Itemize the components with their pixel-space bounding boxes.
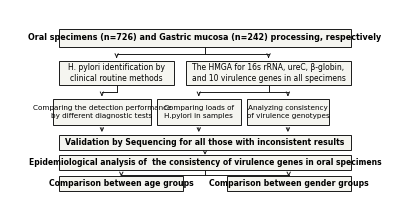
Text: H. pylori identification by
clinical routine methods: H. pylori identification by clinical rou… [68, 63, 165, 83]
FancyBboxPatch shape [59, 176, 183, 191]
FancyBboxPatch shape [59, 61, 174, 85]
Text: Comparison between age groups: Comparison between age groups [49, 179, 194, 188]
FancyBboxPatch shape [157, 99, 241, 125]
FancyBboxPatch shape [53, 99, 151, 125]
FancyBboxPatch shape [247, 99, 329, 125]
FancyBboxPatch shape [59, 155, 351, 170]
Text: Comparing loads of
H.pylori in samples: Comparing loads of H.pylori in samples [164, 105, 234, 119]
FancyBboxPatch shape [59, 135, 351, 150]
Text: Comparing the detection performance
by different diagnostic tests: Comparing the detection performance by d… [33, 105, 171, 119]
Text: Analyzing consistency
of virulence genotypes: Analyzing consistency of virulence genot… [246, 105, 329, 119]
Text: Epidemiological analysis of  the consistency of virulence genes in oral specimen: Epidemiological analysis of the consiste… [29, 158, 381, 167]
Text: Validation by Sequencing for all those with inconsistent results: Validation by Sequencing for all those w… [65, 138, 345, 147]
Text: The HMGA for 16s rRNA, ureC, β-globin,
and 10 virulence genes in all specimens: The HMGA for 16s rRNA, ureC, β-globin, a… [192, 63, 346, 83]
Text: Comparison between gender groups: Comparison between gender groups [209, 179, 368, 188]
FancyBboxPatch shape [186, 61, 351, 85]
FancyBboxPatch shape [227, 176, 351, 191]
Text: Oral specimens (n=726) and Gastric mucosa (n=242) processing, respectively: Oral specimens (n=726) and Gastric mucos… [28, 33, 382, 43]
FancyBboxPatch shape [59, 29, 351, 47]
